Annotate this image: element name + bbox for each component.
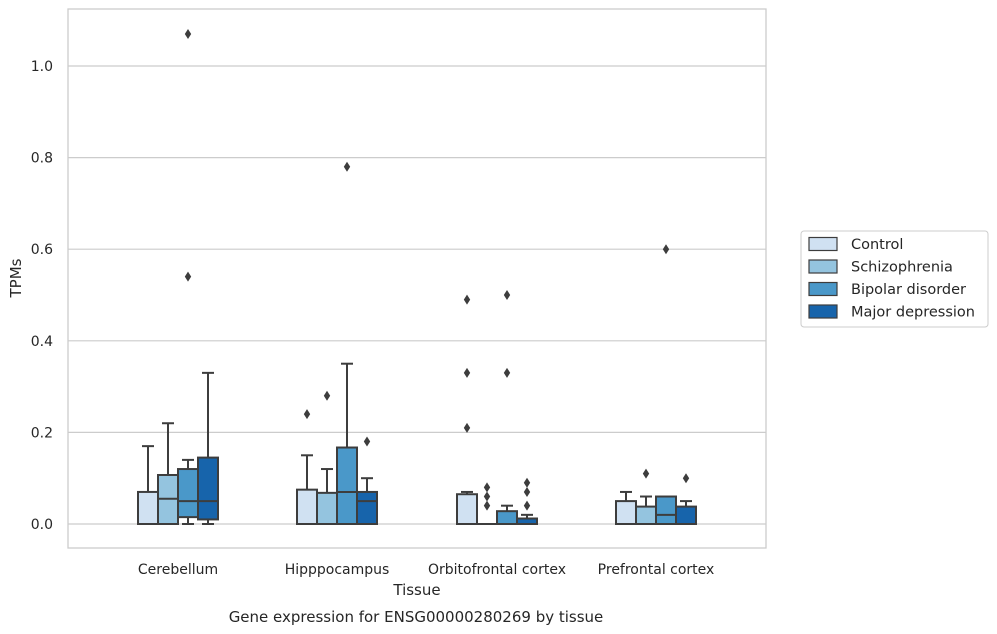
box-0-2: [456, 294, 478, 526]
outlier-point: [184, 28, 192, 39]
legend-swatch: [808, 236, 838, 252]
outlier-point: [363, 436, 371, 447]
y-tick-label: 0.6: [31, 242, 53, 258]
legend-label: Schizophrenia: [851, 260, 953, 276]
outlier-point: [523, 486, 531, 497]
box-iqr: [197, 456, 219, 521]
box-1-2: [477, 482, 497, 525]
box-iqr: [316, 491, 338, 525]
outlier-point: [503, 290, 511, 300]
box-3-2: [516, 477, 538, 526]
plot-area-frame: [67, 8, 767, 549]
box-iqr: [356, 490, 378, 526]
outlier-point: [642, 468, 650, 479]
x-tick-label: Cerebellum: [138, 562, 218, 578]
box-3-1: [356, 436, 378, 526]
outlier-point: [303, 409, 311, 420]
x-tick-label: Orbitofrontal cortex: [428, 562, 566, 578]
outlier-point: [523, 500, 531, 511]
outlier-point: [682, 473, 690, 484]
box-iqr: [177, 468, 199, 519]
legend-label: Bipolar disorder: [851, 282, 966, 298]
x-tick-label: Hipppocampus: [285, 562, 390, 578]
outlier-point: [323, 390, 331, 401]
figure-caption: Gene expression for ENSG00000280269 by t…: [229, 608, 604, 626]
y-tick-label: 0.2: [31, 425, 53, 441]
box-iqr: [655, 495, 677, 525]
outlier-point: [463, 367, 471, 378]
box-iqr: [336, 446, 358, 526]
outlier-point: [483, 491, 491, 502]
box-iqr: [137, 490, 159, 526]
y-tick-label: 1.0: [31, 59, 53, 75]
legend-swatch: [808, 281, 838, 297]
box-iqr: [496, 510, 518, 525]
outlier-point: [483, 500, 491, 511]
legend-frame: [800, 230, 989, 328]
legend-label: Major depression: [851, 305, 975, 321]
box-iqr: [456, 493, 478, 526]
y-tick-labels: 0.0 0.2 0.4 0.6 0.8 1.0: [31, 59, 53, 533]
x-tick-label: Prefrontal cortex: [598, 562, 715, 578]
outlier-point: [463, 294, 471, 305]
x-tick-labels: Cerebellum Hipppocampus Orbitofrontal cort…: [138, 562, 714, 578]
x-axis-label: Tissue: [392, 581, 440, 599]
y-tick-label: 0.4: [31, 334, 53, 350]
outlier-point: [343, 161, 351, 172]
box-iqr: [635, 505, 657, 526]
outlier-point: [483, 482, 491, 493]
outlier-point: [503, 367, 511, 378]
box-2-1: [336, 161, 358, 526]
y-tick-label: 0.8: [31, 151, 53, 167]
legend: Control Schizophrenia Bipolar disorder Majo…: [800, 230, 989, 328]
box-3-3: [675, 473, 697, 526]
outlier-point: [523, 477, 531, 488]
box-2-2: [496, 290, 518, 525]
legend-label: Control: [851, 237, 903, 253]
outlier-point: [463, 422, 471, 433]
outlier-point: [662, 244, 670, 255]
y-tick-label: 0.0: [31, 517, 53, 533]
box-0-1: [296, 409, 318, 525]
box-groups: [137, 28, 697, 526]
legend-swatch: [808, 304, 838, 319]
y-axis-label: TPMs: [7, 258, 25, 298]
box-iqr: [296, 488, 318, 525]
box-iqr: [675, 505, 697, 526]
outlier-point: [184, 271, 192, 282]
box-3-0: [197, 371, 219, 525]
legend-swatch: [808, 259, 838, 274]
plot-area-background: [68, 9, 766, 548]
box-iqr: [615, 500, 637, 526]
